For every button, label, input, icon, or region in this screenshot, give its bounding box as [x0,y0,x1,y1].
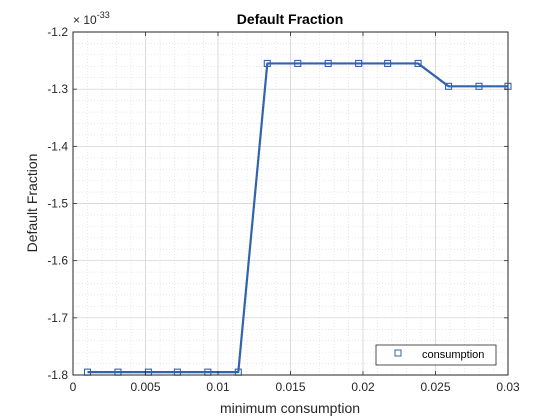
legend-box [375,344,497,366]
y-tick-label: -1.2 [47,25,68,39]
chart-title: Default Fraction [237,11,344,27]
data-point-marker [475,82,483,90]
y-tick-labels: -1.2 -1.3 -1.4 -1.5 -1.6 -1.7 -1.8 [47,25,68,382]
exponent-power: -33 [97,10,110,20]
legend-entry-consumption: consumption [422,349,484,361]
x-tick-label: 0 [70,380,77,394]
series-line-consumption [87,62,508,374]
data-point-marker [324,59,332,67]
data-point-marker [263,59,271,67]
x-tick-label: 0.025 [420,380,450,394]
x-axis-label: minimum consumption [220,400,360,416]
y-tick-label: -1.3 [47,82,68,96]
y-axis-label: Default Fraction [24,154,40,253]
exponent-base: × 10 [73,13,97,27]
y-tick-label: -1.6 [47,254,68,268]
data-point-marker [444,82,453,90]
legend: consumption [375,344,497,366]
y-tick-label: -1.7 [47,311,68,325]
y-tick-label: -1.8 [47,368,68,382]
x-tick-label: 0.015 [275,380,305,394]
data-point-marker [384,59,392,67]
x-tick-label: 0.005 [130,380,160,394]
y-exponent-label: × 10-33 [73,10,110,27]
x-tick-labels: 0 0.005 0.01 0.015 0.02 0.025 0.03 [70,380,520,394]
y-tick-label: -1.4 [47,139,68,153]
data-point-marker [414,59,422,67]
y-tick-label: -1.5 [47,197,68,211]
data-point-marker [355,59,363,67]
axis-ticks [72,31,509,376]
x-tick-label: 0.01 [206,380,230,394]
x-tick-label: 0.02 [351,380,375,394]
series-layer [83,59,512,376]
x-tick-label: 0.03 [496,380,520,394]
legend-marker-square-icon [394,349,402,357]
data-point-marker [294,59,302,67]
